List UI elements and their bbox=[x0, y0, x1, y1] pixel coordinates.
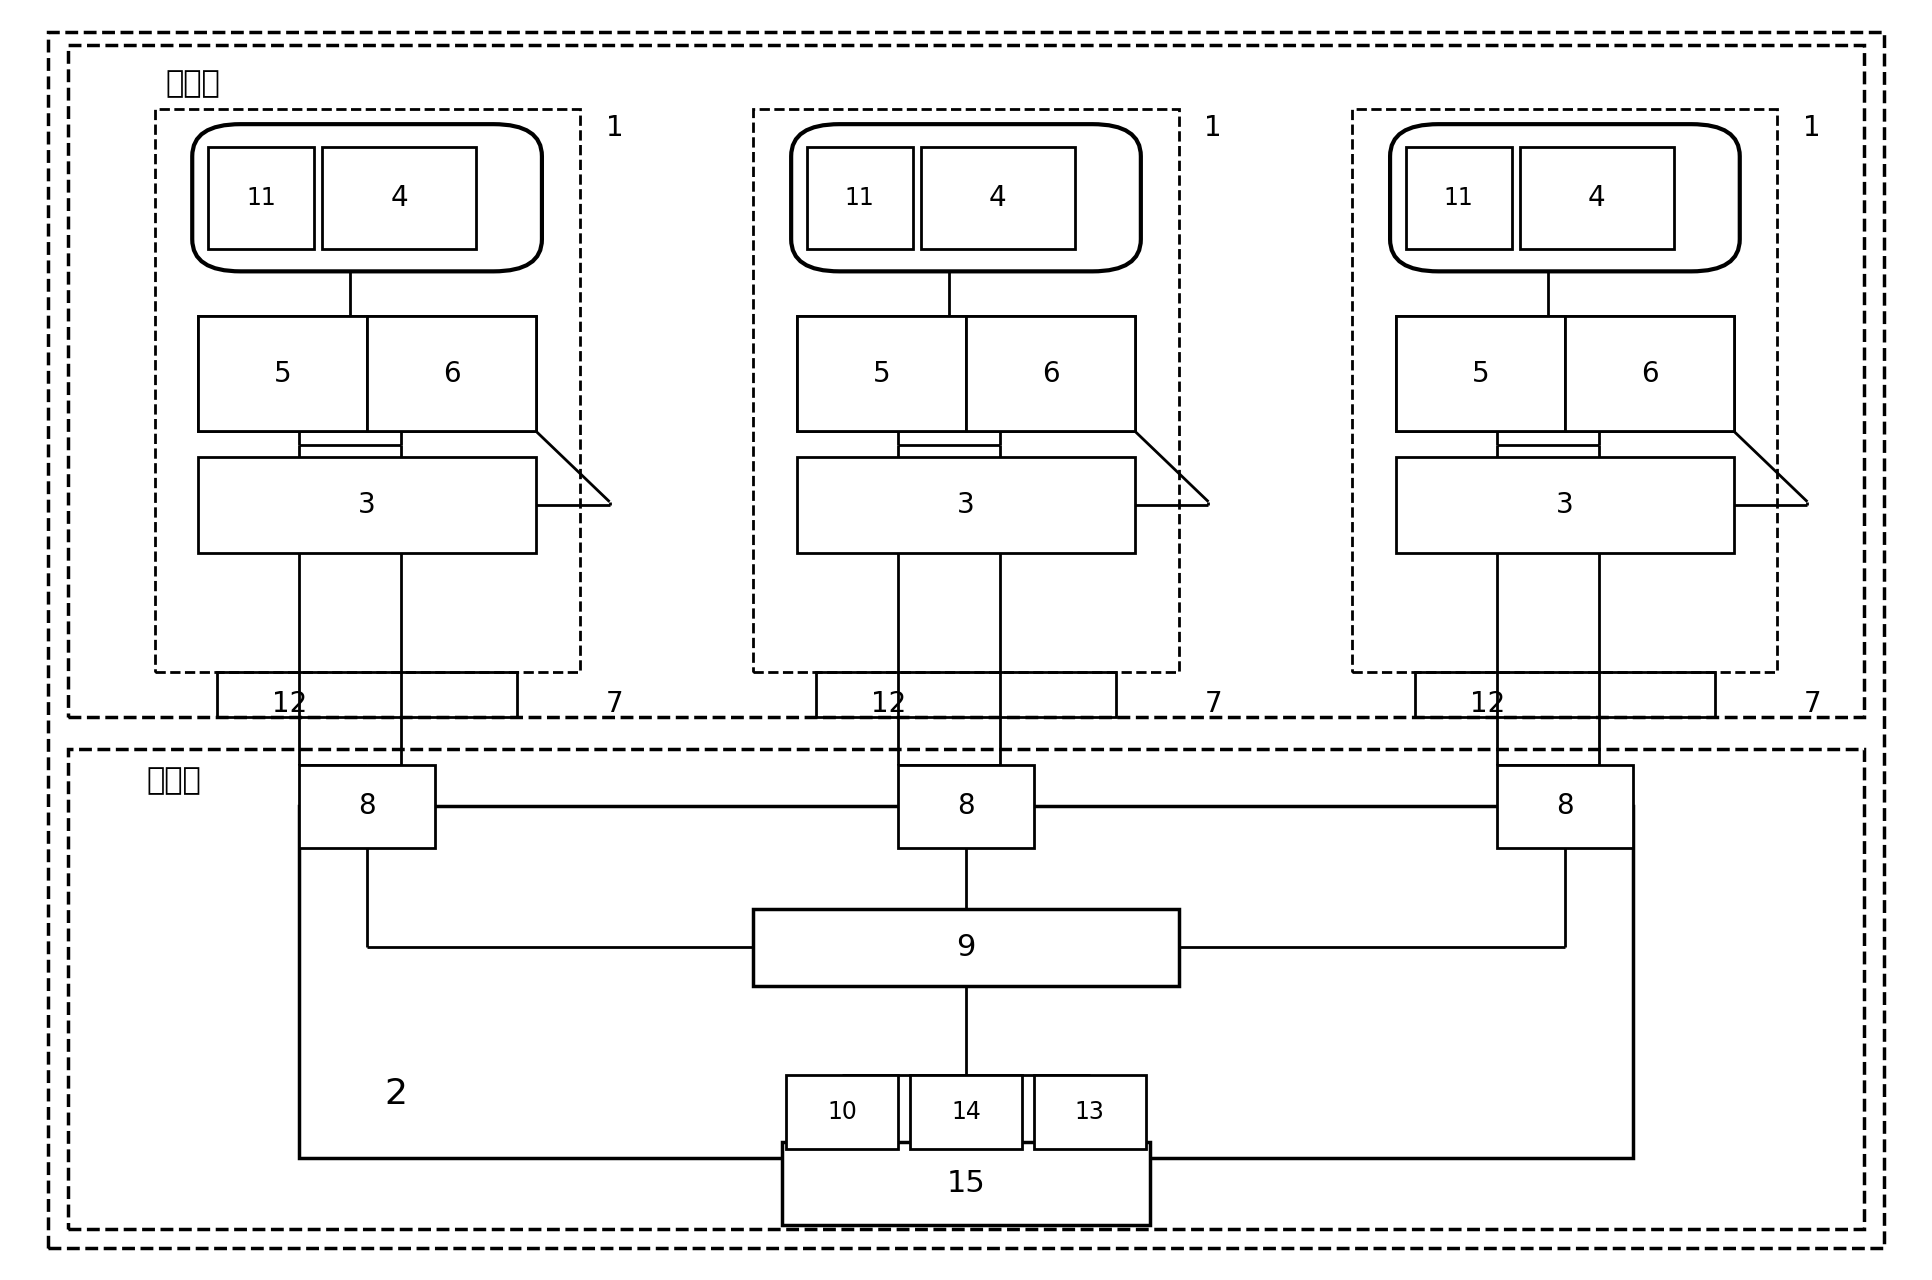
Text: 6: 6 bbox=[1640, 360, 1658, 388]
Bar bbox=[1520, 147, 1675, 248]
Bar bbox=[786, 1075, 898, 1149]
Bar bbox=[199, 457, 535, 553]
Bar bbox=[966, 316, 1136, 431]
Text: 7: 7 bbox=[605, 690, 624, 718]
Text: 1: 1 bbox=[1803, 114, 1822, 142]
Text: 6: 6 bbox=[442, 360, 460, 388]
Text: 8: 8 bbox=[357, 792, 377, 820]
Text: 5: 5 bbox=[873, 360, 891, 388]
Bar bbox=[209, 147, 315, 248]
Text: 11: 11 bbox=[245, 186, 276, 210]
Text: 5: 5 bbox=[274, 360, 292, 388]
Text: 10: 10 bbox=[827, 1101, 858, 1124]
Bar bbox=[796, 316, 966, 431]
Bar bbox=[68, 749, 1864, 1229]
Bar bbox=[1397, 457, 1735, 553]
Bar bbox=[753, 909, 1179, 986]
Bar bbox=[299, 764, 435, 847]
Text: 15: 15 bbox=[947, 1169, 985, 1198]
Text: 8: 8 bbox=[1555, 792, 1575, 820]
Text: 14: 14 bbox=[951, 1101, 981, 1124]
Bar bbox=[753, 109, 1179, 672]
Text: 12: 12 bbox=[871, 690, 906, 718]
Text: 7: 7 bbox=[1204, 690, 1223, 718]
Text: 7: 7 bbox=[1803, 690, 1822, 718]
Text: 11: 11 bbox=[844, 186, 875, 210]
Bar bbox=[1397, 316, 1735, 431]
Bar bbox=[1497, 764, 1633, 847]
Bar bbox=[910, 1075, 1022, 1149]
Text: 9: 9 bbox=[956, 933, 976, 961]
Text: 5: 5 bbox=[1472, 360, 1490, 388]
Text: 4: 4 bbox=[390, 184, 408, 211]
Text: 12: 12 bbox=[1470, 690, 1505, 718]
Text: 高压区: 高压区 bbox=[166, 69, 220, 97]
Bar bbox=[898, 764, 1034, 847]
Text: 11: 11 bbox=[1443, 186, 1474, 210]
Bar bbox=[367, 316, 535, 431]
Text: 4: 4 bbox=[1588, 184, 1605, 211]
Bar bbox=[1406, 147, 1513, 248]
Bar bbox=[68, 45, 1864, 717]
Bar bbox=[299, 806, 1633, 1158]
Text: 3: 3 bbox=[1555, 492, 1575, 518]
Bar bbox=[817, 672, 1117, 717]
Text: 13: 13 bbox=[1074, 1101, 1105, 1124]
Bar bbox=[796, 457, 1134, 553]
Bar bbox=[199, 316, 535, 431]
Bar bbox=[1565, 316, 1735, 431]
Bar bbox=[1414, 672, 1716, 717]
Bar bbox=[922, 147, 1074, 248]
Bar bbox=[321, 147, 475, 248]
Text: 6: 6 bbox=[1041, 360, 1059, 388]
Text: 12: 12 bbox=[272, 690, 307, 718]
Bar bbox=[1352, 109, 1777, 672]
Bar bbox=[808, 147, 914, 248]
Text: 1: 1 bbox=[1204, 114, 1223, 142]
Bar bbox=[1034, 1075, 1146, 1149]
Text: 1: 1 bbox=[605, 114, 624, 142]
Text: 4: 4 bbox=[989, 184, 1007, 211]
Bar bbox=[1397, 316, 1565, 431]
Text: 3: 3 bbox=[956, 492, 976, 518]
Bar bbox=[199, 316, 367, 431]
Bar bbox=[782, 1142, 1150, 1225]
Text: 3: 3 bbox=[357, 492, 377, 518]
FancyBboxPatch shape bbox=[193, 124, 541, 271]
Text: 8: 8 bbox=[956, 792, 976, 820]
Text: 2: 2 bbox=[384, 1078, 408, 1111]
FancyBboxPatch shape bbox=[1391, 124, 1741, 271]
Bar bbox=[155, 109, 580, 672]
Bar bbox=[796, 316, 1134, 431]
Text: 安全区: 安全区 bbox=[147, 767, 201, 795]
FancyBboxPatch shape bbox=[792, 124, 1140, 271]
Bar bbox=[216, 672, 518, 717]
